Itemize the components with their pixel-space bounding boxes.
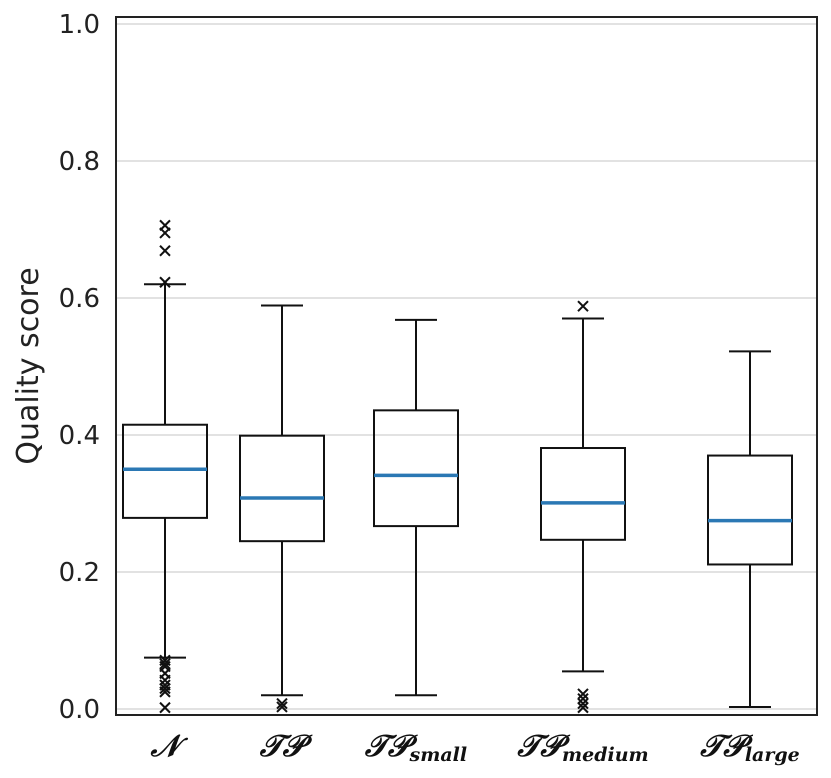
outlier-stroke (276, 697, 288, 710)
y-axis-title: Quality score (11, 267, 46, 464)
outlier-stroke (577, 701, 589, 714)
box-group (373, 318, 459, 697)
outlier-stroke (577, 300, 589, 312)
outlier-marker (159, 674, 171, 686)
x-category-label: 𝒯𝒫medium (516, 729, 648, 766)
outlier-stroke (159, 686, 171, 698)
category-subscript: medium (562, 744, 649, 766)
category-subscript: small (409, 744, 468, 766)
y-tick-label: 0.2 (59, 558, 100, 588)
category-main: 𝒯𝒫 (516, 729, 570, 764)
outlier-stroke (276, 701, 288, 713)
category-main: 𝒯𝒫 (699, 729, 753, 764)
y-tick-label: 0.6 (59, 284, 100, 314)
y-tick-label: 1.0 (59, 10, 100, 40)
outlier-marker (159, 682, 171, 695)
outlier-stroke (159, 658, 171, 670)
outlier-marker (159, 658, 171, 670)
box-group (239, 304, 325, 713)
x-category-label: 𝒯𝒫 (259, 729, 313, 764)
outlier-stroke (159, 219, 171, 232)
iqr-box (707, 454, 793, 566)
outlier-marker (159, 276, 171, 288)
iqr-box (373, 409, 459, 528)
x-category-label: 𝒯𝒫large (699, 729, 800, 766)
y-tick-label: 0.0 (59, 695, 100, 725)
x-category-label: 𝒩 (150, 729, 189, 764)
outlier-stroke (577, 693, 589, 705)
outlier-stroke (159, 245, 171, 257)
box-group (122, 219, 208, 714)
x-axis-categories: 𝒩 𝒯𝒫 𝒯𝒫small 𝒯𝒫medium 𝒯𝒫large (150, 729, 800, 766)
outlier-marker (276, 697, 288, 710)
y-tick-label: 0.8 (59, 147, 100, 177)
outlier-marker (577, 697, 589, 710)
category-main: 𝒯𝒫 (259, 729, 313, 764)
x-category-label: 𝒯𝒫small (364, 729, 467, 766)
outlier-marker (577, 701, 589, 714)
category-subscript: large (745, 744, 800, 766)
outlier-marker (577, 693, 589, 705)
iqr-box (540, 447, 626, 541)
outlier-marker (577, 300, 589, 312)
outlier-stroke (159, 276, 171, 288)
outlier-stroke (159, 674, 171, 686)
category-main: 𝒩 (150, 729, 189, 764)
box-group (540, 300, 626, 714)
outlier-marker (577, 688, 589, 700)
plot-frame (115, 16, 818, 716)
outlier-stroke (159, 682, 171, 695)
y-axis-ticks: 0.0 0.2 0.4 0.6 0.8 1.0 (59, 10, 100, 725)
outlier-marker (276, 701, 288, 713)
outlier-marker (159, 701, 171, 714)
outlier-stroke (577, 688, 589, 700)
category-main: 𝒯𝒫 (364, 729, 418, 764)
outlier-marker (159, 219, 171, 232)
grid-lines (116, 23, 817, 710)
outlier-marker (159, 245, 171, 257)
iqr-box (122, 423, 208, 519)
outlier-stroke (159, 701, 171, 714)
box-series (122, 219, 793, 714)
y-tick-label: 0.4 (59, 421, 100, 451)
box-group (707, 350, 793, 708)
outlier-stroke (577, 697, 589, 710)
iqr-box (239, 434, 325, 543)
outlier-marker (159, 686, 171, 698)
